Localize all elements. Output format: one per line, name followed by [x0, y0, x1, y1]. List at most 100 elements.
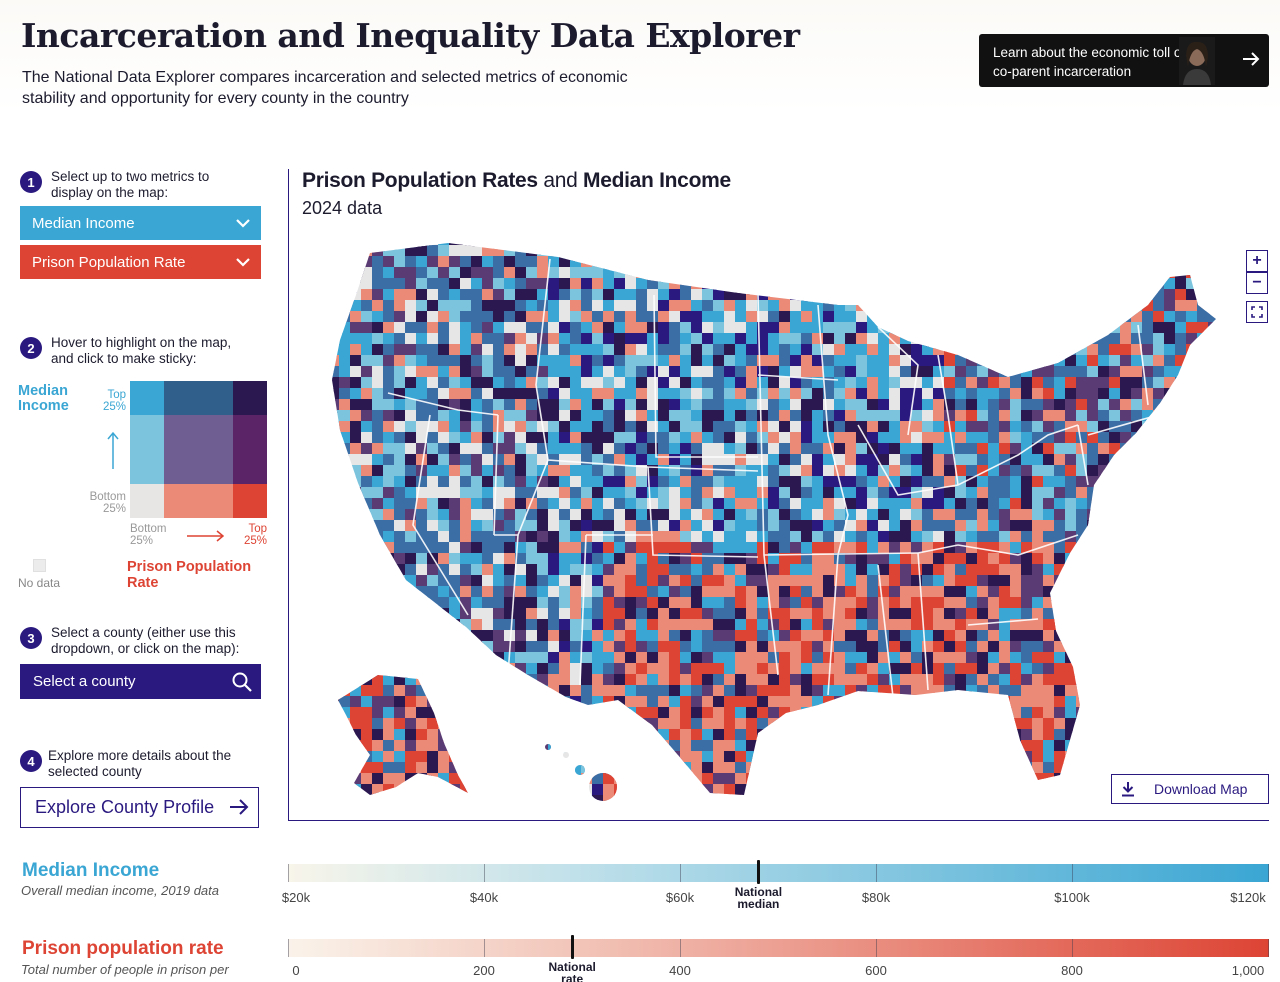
county-cell[interactable]	[482, 784, 497, 795]
county-cell[interactable]	[449, 388, 466, 399]
county-cell[interactable]	[526, 586, 538, 599]
county-cell[interactable]	[922, 311, 936, 326]
county-cell[interactable]	[977, 443, 989, 457]
county-cell[interactable]	[1120, 487, 1135, 503]
county-cell[interactable]	[570, 652, 581, 663]
county-cell[interactable]	[1208, 553, 1223, 564]
county-cell[interactable]	[944, 520, 955, 531]
county-cell[interactable]	[867, 619, 880, 632]
county-cell[interactable]	[1054, 784, 1066, 800]
county-cell[interactable]	[790, 498, 805, 509]
county-cell[interactable]	[933, 235, 949, 250]
county-cell[interactable]	[416, 806, 427, 810]
county-cell[interactable]	[471, 652, 485, 666]
county-cell[interactable]	[1197, 641, 1213, 653]
county-cell[interactable]	[636, 333, 647, 346]
county-cell[interactable]	[328, 718, 340, 733]
county-cell[interactable]	[318, 685, 329, 696]
county-cell[interactable]	[339, 751, 353, 763]
county-cell[interactable]	[790, 806, 806, 810]
county-cell[interactable]	[493, 344, 504, 356]
county-cell[interactable]	[614, 553, 625, 564]
county-cell[interactable]	[812, 432, 826, 443]
county-cell[interactable]	[735, 773, 746, 784]
county-cell[interactable]	[449, 674, 462, 685]
county-cell[interactable]	[746, 355, 758, 366]
county-cell[interactable]	[977, 773, 992, 788]
county-cell[interactable]	[427, 278, 438, 291]
county-cell[interactable]	[339, 487, 355, 501]
county-cell[interactable]	[405, 685, 418, 699]
county-cell[interactable]	[328, 751, 339, 767]
county-cell[interactable]	[1131, 377, 1142, 392]
county-cell[interactable]	[1175, 806, 1187, 810]
county-cell[interactable]	[1120, 344, 1131, 360]
county-cell[interactable]	[1142, 366, 1160, 377]
county-cell[interactable]	[878, 311, 890, 326]
county-cell[interactable]	[1131, 531, 1142, 546]
county-cell[interactable]	[394, 663, 409, 675]
county-cell[interactable]	[372, 564, 389, 580]
county-cell[interactable]	[460, 498, 471, 514]
county-cell[interactable]	[691, 784, 702, 797]
county-cell[interactable]	[504, 707, 519, 720]
county-cell[interactable]	[955, 652, 966, 663]
county-cell[interactable]	[548, 377, 562, 389]
county-cell[interactable]	[581, 751, 599, 767]
county-cell[interactable]	[944, 575, 956, 586]
county-cell[interactable]	[834, 685, 851, 696]
county-cell[interactable]	[658, 806, 674, 810]
county-cell[interactable]	[735, 520, 747, 531]
county-cell[interactable]	[845, 421, 856, 434]
county-cell[interactable]	[1164, 498, 1181, 513]
county-cell[interactable]	[592, 245, 610, 260]
county-cell[interactable]	[955, 355, 966, 370]
county-cell[interactable]	[823, 311, 834, 323]
county-cell[interactable]	[1131, 707, 1143, 718]
county-cell[interactable]	[889, 300, 906, 314]
county-cell[interactable]	[845, 235, 863, 250]
county-cell[interactable]	[438, 685, 450, 701]
county-cell[interactable]	[471, 235, 482, 246]
county-cell[interactable]	[955, 696, 966, 710]
county-cell[interactable]	[515, 388, 530, 399]
county-cell[interactable]	[318, 718, 335, 734]
county-cell[interactable]	[1021, 641, 1032, 655]
county-cell[interactable]	[570, 630, 583, 642]
county-cell[interactable]	[1098, 663, 1110, 679]
county-cell[interactable]	[658, 278, 669, 289]
county-cell[interactable]	[438, 366, 449, 379]
county-cell[interactable]	[1175, 432, 1191, 446]
county-cell[interactable]	[1032, 652, 1045, 664]
county-cell[interactable]	[1153, 597, 1165, 613]
county-cell[interactable]	[592, 289, 603, 303]
county-cell[interactable]	[1076, 235, 1091, 249]
county-cell[interactable]	[1076, 597, 1091, 613]
county-cell[interactable]	[845, 784, 860, 795]
county-cell[interactable]	[834, 762, 849, 775]
county-cell[interactable]	[471, 322, 488, 333]
county-cell[interactable]	[790, 476, 801, 490]
county-cell[interactable]	[856, 597, 868, 611]
county-cell[interactable]	[757, 784, 770, 795]
county-cell[interactable]	[548, 443, 563, 454]
county-cell[interactable]	[548, 542, 562, 554]
county-cell[interactable]	[493, 322, 504, 334]
county-cell[interactable]	[823, 256, 841, 267]
county-cell[interactable]	[746, 608, 762, 619]
county-cell[interactable]	[933, 311, 945, 324]
county-cell[interactable]	[867, 762, 882, 777]
county-cell[interactable]	[1219, 267, 1223, 282]
county-cell[interactable]	[812, 652, 826, 666]
county-cell[interactable]	[1164, 762, 1180, 773]
county-cell[interactable]	[1043, 311, 1058, 324]
county-cell[interactable]	[471, 443, 485, 457]
county-cell[interactable]	[1219, 652, 1223, 663]
county-cell[interactable]	[768, 278, 785, 291]
county-cell[interactable]	[691, 355, 704, 366]
county-cell[interactable]	[482, 674, 496, 687]
county-cell[interactable]	[900, 718, 911, 729]
county-cell[interactable]	[372, 575, 385, 587]
county-cell[interactable]	[669, 608, 682, 619]
county-cell[interactable]	[504, 235, 517, 248]
